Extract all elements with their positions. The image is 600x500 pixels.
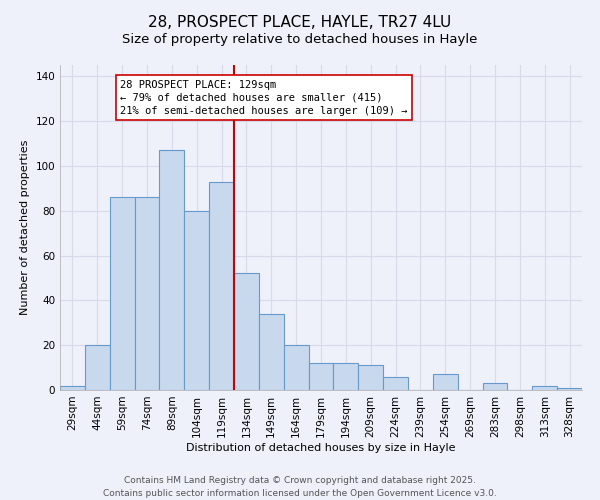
Bar	[383, 376, 408, 390]
Bar	[433, 374, 458, 390]
Text: Contains HM Land Registry data © Crown copyright and database right 2025.
Contai: Contains HM Land Registry data © Crown c…	[103, 476, 497, 498]
Bar	[160, 150, 184, 390]
Bar	[532, 386, 557, 390]
Bar	[85, 345, 110, 390]
Bar	[482, 384, 508, 390]
Bar	[184, 210, 209, 390]
Bar	[358, 366, 383, 390]
Bar	[60, 386, 85, 390]
Text: 28, PROSPECT PLACE, HAYLE, TR27 4LU: 28, PROSPECT PLACE, HAYLE, TR27 4LU	[148, 15, 452, 30]
Bar	[557, 388, 582, 390]
Bar	[209, 182, 234, 390]
Text: 28 PROSPECT PLACE: 129sqm
← 79% of detached houses are smaller (415)
21% of semi: 28 PROSPECT PLACE: 129sqm ← 79% of detac…	[120, 80, 407, 116]
Bar	[110, 197, 134, 390]
Bar	[334, 363, 358, 390]
Bar	[234, 274, 259, 390]
Y-axis label: Number of detached properties: Number of detached properties	[20, 140, 30, 315]
Bar	[134, 197, 160, 390]
Text: Size of property relative to detached houses in Hayle: Size of property relative to detached ho…	[122, 32, 478, 46]
Bar	[259, 314, 284, 390]
X-axis label: Distribution of detached houses by size in Hayle: Distribution of detached houses by size …	[186, 442, 456, 452]
Bar	[284, 345, 308, 390]
Bar	[308, 363, 334, 390]
